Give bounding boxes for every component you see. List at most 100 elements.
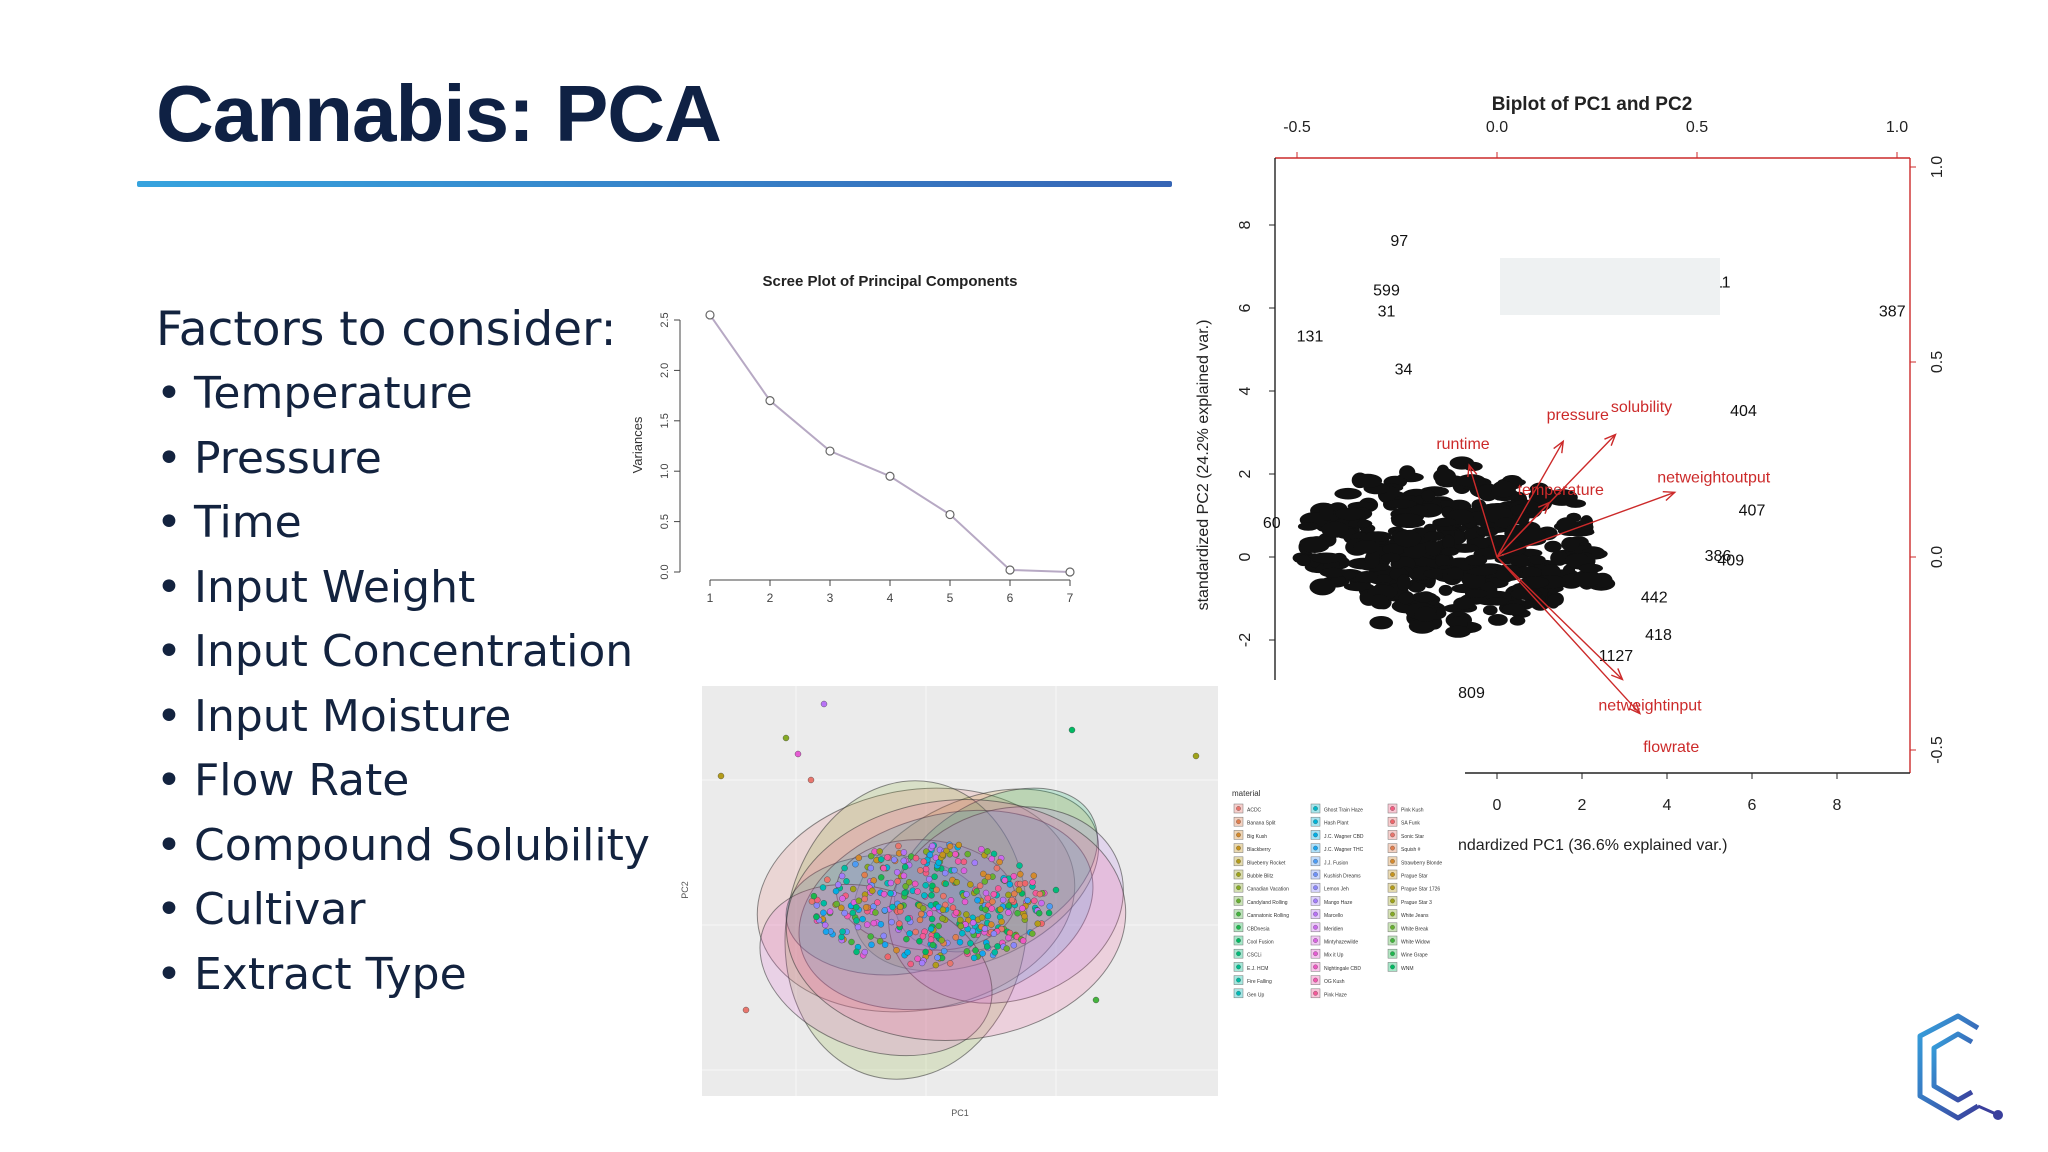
cluster-point xyxy=(952,850,959,858)
legend-swatch-dot xyxy=(1390,845,1395,851)
legend-swatch-dot xyxy=(1390,911,1395,917)
cluster-point xyxy=(826,908,834,915)
biplot-cloud-mark xyxy=(1309,578,1336,596)
cluster-point xyxy=(855,897,863,905)
scree-y-tick-label: 2.5 xyxy=(659,312,671,327)
factor-label: Flow Rate xyxy=(194,755,410,806)
cluster-point xyxy=(888,918,895,926)
cluster-point xyxy=(1001,877,1008,884)
scree-y-tick-label: 0.0 xyxy=(659,564,671,579)
scree-point xyxy=(825,446,835,456)
biplot-cloud-mark xyxy=(1425,540,1442,557)
scree-x-tick-label: 7 xyxy=(1067,591,1074,605)
scree-x-tick-label: 1 xyxy=(707,591,714,605)
legend-swatch-dot xyxy=(1236,832,1241,838)
biplot-cloud-mark xyxy=(1483,605,1498,616)
cluster-point xyxy=(999,896,1007,904)
biplot-cloud-mark xyxy=(1355,571,1378,583)
cluster-point xyxy=(880,932,887,940)
biplot-cloud-mark xyxy=(1319,503,1334,521)
biplot-point-label: 407 xyxy=(1739,503,1766,520)
scree-x-tick-label: 6 xyxy=(1007,591,1014,605)
bullet-icon: • xyxy=(156,432,182,484)
legend-label: Gen Up xyxy=(1247,992,1264,998)
biplot-cloud-mark xyxy=(1528,555,1546,565)
legend-label: Meridien xyxy=(1324,926,1343,932)
biplot-cloud-mark xyxy=(1488,614,1508,626)
cluster-point xyxy=(932,961,939,969)
biplot-cloud-mark xyxy=(1410,504,1429,517)
bullet-icon: • xyxy=(156,819,182,871)
legend-swatch-dot xyxy=(1236,872,1241,877)
cluster-point xyxy=(880,890,888,898)
cluster-point xyxy=(1010,873,1017,880)
cluster-point xyxy=(981,925,989,932)
cluster-point xyxy=(890,856,898,863)
cluster-point xyxy=(967,881,974,888)
factor-item: • Extract Type xyxy=(156,943,650,1008)
biplot-loading-arrowhead xyxy=(1467,463,1478,478)
biplot-cloud-mark xyxy=(1556,517,1578,534)
cluster-point xyxy=(834,881,842,888)
cluster-point xyxy=(953,878,960,886)
biplot-cloud-mark xyxy=(1515,528,1546,543)
cluster-point xyxy=(900,872,908,880)
cluster-point xyxy=(901,889,908,897)
cluster-point xyxy=(1021,912,1028,920)
biplot-top-tick-label: 1.0 xyxy=(1886,119,1908,136)
biplot-point-label: 599 xyxy=(1373,283,1400,300)
cluster-point xyxy=(931,873,938,880)
legend-label: Prague Star xyxy=(1401,874,1428,880)
legend-swatch-dot xyxy=(1236,898,1241,904)
cluster-point xyxy=(922,865,930,873)
cluster-point xyxy=(852,860,859,868)
cluster-point xyxy=(957,916,964,924)
cluster-point xyxy=(821,921,829,929)
biplot-point-label: 34 xyxy=(1395,361,1413,378)
factor-item: • Temperature xyxy=(156,362,650,427)
biplot-right-tick-label: -0.5 xyxy=(1929,736,1946,764)
cluster-point xyxy=(904,915,912,922)
biplot-cloud-mark xyxy=(1441,547,1459,556)
biplot-cloud-mark xyxy=(1453,597,1474,610)
bullet-icon: • xyxy=(156,948,182,1000)
biplot-point-label: 97 xyxy=(1390,233,1408,250)
legend-label: Mintyhazewilde xyxy=(1324,940,1358,946)
cluster-point xyxy=(960,867,968,874)
legend-label: CSCLi xyxy=(1247,953,1261,959)
legend-label: Prague Star 3 xyxy=(1401,900,1432,906)
cluster-point xyxy=(939,851,946,859)
cluster-point xyxy=(917,867,924,874)
scree-x-tick-label: 2 xyxy=(767,591,774,605)
legend-label: Mix it Up xyxy=(1324,953,1344,959)
legend-swatch-dot xyxy=(1313,964,1318,970)
legend-label: Nightingale CBD xyxy=(1324,966,1361,972)
biplot-cloud-mark xyxy=(1501,603,1526,615)
legend-label: Pink Kush xyxy=(1401,808,1424,814)
legend-swatch-dot xyxy=(1390,872,1395,877)
legend-label: Big Kush xyxy=(1247,834,1267,840)
scree-point xyxy=(1005,565,1015,575)
cluster-point xyxy=(853,903,860,911)
cluster-point xyxy=(953,909,960,916)
cluster-point xyxy=(877,874,885,881)
cluster-point xyxy=(984,848,991,855)
factors-heading: Factors to consider: xyxy=(156,302,617,357)
cluster-point xyxy=(982,889,990,897)
cluster-point xyxy=(853,948,860,956)
biplot-cloud-mark xyxy=(1296,554,1311,567)
cluster-point xyxy=(939,906,947,914)
cluster-point xyxy=(884,854,891,861)
cluster-point xyxy=(876,938,884,945)
biplot-redaction-box xyxy=(1500,258,1720,315)
factor-label: Input Weight xyxy=(194,561,476,613)
biplot-cloud-mark xyxy=(1509,554,1531,568)
cluster-point xyxy=(943,847,950,855)
scree-point xyxy=(765,396,775,406)
biplot-top-tick-label: -0.5 xyxy=(1283,119,1311,136)
bullet-icon: • xyxy=(156,755,182,806)
legend-label: Wine Grape xyxy=(1401,953,1428,959)
biplot-loading-arrow xyxy=(1468,464,1498,558)
legend-label: Fire Falling xyxy=(1247,979,1272,985)
cluster-point xyxy=(819,884,827,891)
